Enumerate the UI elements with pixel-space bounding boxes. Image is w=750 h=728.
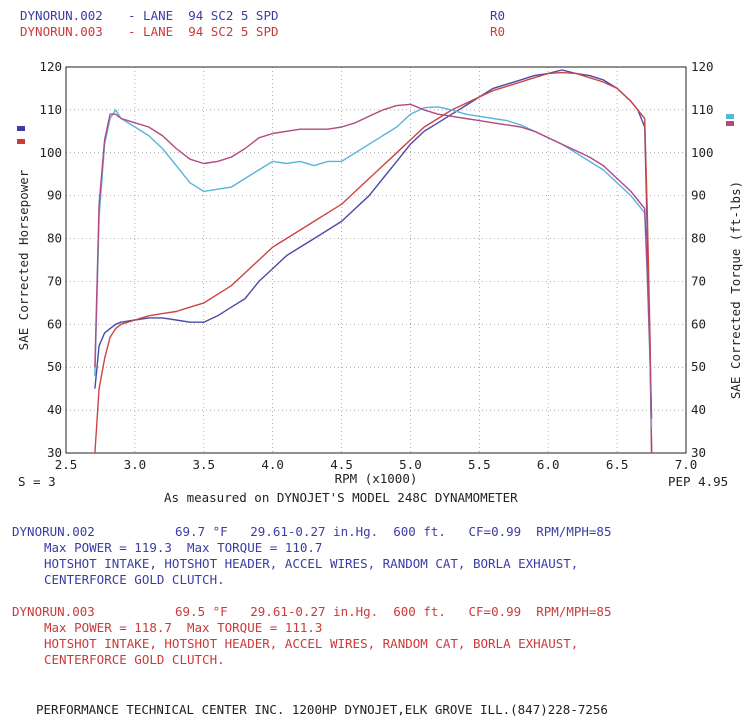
y-tick-label-right: 30 xyxy=(691,445,706,460)
legend-marker-left-run1 xyxy=(17,126,25,131)
x-axis-label: RPM (x1000) xyxy=(335,471,418,486)
x-tick-label: 5.5 xyxy=(468,457,491,472)
run2-max: Max POWER = 118.7 Max TORQUE = 111.3 xyxy=(44,620,323,635)
y-axis-label-right: SAE Corrected Torque (ft-lbs) xyxy=(728,181,743,399)
legend-marker-right-run2 xyxy=(726,121,734,126)
run2-name: DYNORUN.003 xyxy=(12,604,95,619)
x-tick-label: 7.0 xyxy=(675,457,698,472)
plot-frame xyxy=(65,66,687,454)
run1-conditions: 69.7 °F 29.61-0.27 in.Hg. 600 ft. CF=0.9… xyxy=(175,524,612,539)
legend-marker-right-run1 xyxy=(726,114,734,119)
measured-note: As measured on DYNOJET'S MODEL 248C DYNA… xyxy=(164,490,518,505)
run2-mods1: HOTSHOT INTAKE, HOTSHOT HEADER, ACCEL WI… xyxy=(44,636,579,651)
y-ticks-right: 30 40 50 60 70 80 90 100 110 120 xyxy=(691,59,714,460)
y-tick-label-right: 90 xyxy=(691,188,706,203)
y-tick-label-left: 70 xyxy=(47,273,62,288)
header-run1-label: - LANE 94 SC2 5 SPD xyxy=(128,8,279,23)
x-tick-label: 4.5 xyxy=(330,457,353,472)
x-tick-label: 6.5 xyxy=(606,457,629,472)
y-tick-label-right: 100 xyxy=(691,145,714,160)
y-tick-label-right: 40 xyxy=(691,402,706,417)
y-tick-label-right: 70 xyxy=(691,273,706,288)
y-tick-label-left: 30 xyxy=(47,445,62,460)
series-line-dynorun-002-power xyxy=(94,69,653,454)
y-axis-label-left: SAE Corrected Horsepower xyxy=(16,169,31,350)
series-line-dynorun-003-power xyxy=(94,71,653,454)
y-tick-label-left: 120 xyxy=(39,59,62,74)
header-run2-code: R0 xyxy=(490,24,506,39)
x-ticks: 2.5 3.0 3.5 4.0 4.5 5.0 5.5 6.0 6.5 7.0 xyxy=(55,457,698,472)
y-tick-label-left: 60 xyxy=(47,316,62,331)
y-ticks-left: 30 40 50 60 70 80 90 100 110 120 xyxy=(39,59,62,460)
run2-mods2: CENTERFORCE GOLD CLUTCH. xyxy=(44,652,225,667)
run1-mods2: CENTERFORCE GOLD CLUTCH. xyxy=(44,572,225,587)
y-tick-label-right: 50 xyxy=(691,359,706,374)
y-tick-label-left: 100 xyxy=(39,145,62,160)
run1-mods1: HOTSHOT INTAKE, HOTSHOT HEADER, ACCEL WI… xyxy=(44,556,579,571)
header-run1-name: DYNORUN.002 xyxy=(20,8,103,23)
series-lines xyxy=(94,69,653,454)
x-tick-label: 5.0 xyxy=(399,457,422,472)
run1-name: DYNORUN.002 xyxy=(12,524,95,539)
y-tick-label-right: 110 xyxy=(691,102,714,117)
series-line-dynorun-002-torque xyxy=(94,106,653,428)
y-tick-label-right: 120 xyxy=(691,59,714,74)
run2-conditions: 69.5 °F 29.61-0.27 in.Hg. 600 ft. CF=0.9… xyxy=(175,604,612,619)
y-tick-label-left: 80 xyxy=(47,231,62,246)
y-tick-label-left: 90 xyxy=(47,188,62,203)
header-run1-code: R0 xyxy=(490,8,506,23)
y-tick-label-right: 60 xyxy=(691,316,706,331)
run1-max: Max POWER = 119.3 Max TORQUE = 110.7 xyxy=(44,540,323,555)
dyno-chart: 30 40 50 60 70 80 90 100 110 120 30 40 50 60 70 80 90 10… xyxy=(16,59,743,486)
y-tick-label-right: 80 xyxy=(691,231,706,246)
footer: PERFORMANCE TECHNICAL CENTER INC. 1200HP… xyxy=(36,702,608,717)
y-tick-label-left: 110 xyxy=(39,102,62,117)
pep-label: PEP 4.95 xyxy=(668,474,729,489)
x-tick-label: 3.5 xyxy=(192,457,215,472)
header-run2-label: - LANE 94 SC2 5 SPD xyxy=(128,24,279,39)
chart-grid xyxy=(65,66,687,454)
x-tick-label: 6.0 xyxy=(537,457,560,472)
legend-marker-left-run2 xyxy=(17,139,25,144)
header-run2-name: DYNORUN.003 xyxy=(20,24,103,39)
y-tick-label-left: 50 xyxy=(47,359,62,374)
smoothing-label: S = 3 xyxy=(18,474,56,489)
y-tick-label-left: 40 xyxy=(47,402,62,417)
x-tick-label: 3.0 xyxy=(124,457,147,472)
x-tick-label: 2.5 xyxy=(55,457,78,472)
series-line-dynorun-003-torque xyxy=(94,103,653,419)
x-tick-label: 4.0 xyxy=(261,457,284,472)
